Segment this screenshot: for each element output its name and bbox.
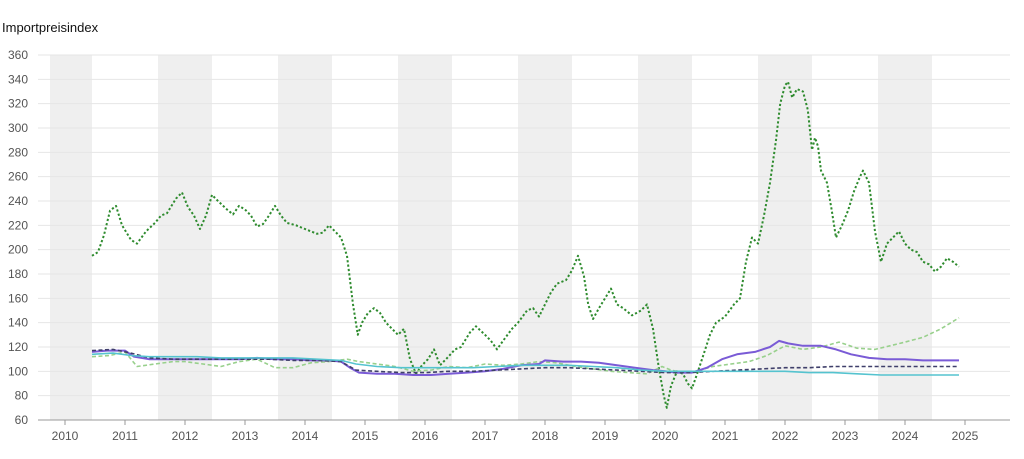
shaded-band xyxy=(50,55,92,420)
x-tick-label: 2025 xyxy=(952,429,979,443)
y-tick-label: 80 xyxy=(15,389,29,403)
shaded-band xyxy=(878,55,932,420)
shaded-band xyxy=(638,55,692,420)
shaded-band xyxy=(158,55,212,420)
x-tick-label: 2018 xyxy=(532,429,559,443)
y-tick-label: 340 xyxy=(8,72,28,86)
shaded-band xyxy=(398,55,452,420)
series-lines xyxy=(91,80,960,409)
y-tick-label: 120 xyxy=(8,340,28,354)
series-line-4 xyxy=(91,348,959,374)
y-tick-label: 140 xyxy=(8,316,28,330)
y-tick-label: 200 xyxy=(8,243,28,257)
y-tick-label: 100 xyxy=(8,364,28,378)
y-tick-label: 160 xyxy=(8,291,28,305)
x-tick-label: 2022 xyxy=(772,429,799,443)
series-line-1 xyxy=(91,80,960,409)
x-tick-label: 2011 xyxy=(112,429,138,443)
x-tick-label: 2023 xyxy=(832,429,859,443)
x-tick-label: 2010 xyxy=(52,429,79,443)
y-tick-label: 260 xyxy=(8,170,28,184)
series-line-5 xyxy=(91,352,959,376)
y-tick-label: 360 xyxy=(8,48,28,62)
series-line-3 xyxy=(91,339,959,376)
x-tick-label: 2020 xyxy=(652,429,679,443)
x-tick-label: 2013 xyxy=(232,429,259,443)
series-line-2 xyxy=(91,317,960,375)
y-axis-label: Importpreisindex xyxy=(2,20,99,35)
x-tick-label: 2021 xyxy=(712,429,739,443)
x-tick-label: 2019 xyxy=(592,429,619,443)
y-tick-label: 180 xyxy=(8,267,28,281)
x-tick-label: 2016 xyxy=(412,429,439,443)
y-tick-label: 280 xyxy=(8,145,28,159)
shaded-band xyxy=(758,55,812,420)
x-tick-label: 2014 xyxy=(292,429,319,443)
gridlines xyxy=(38,54,1010,425)
x-tick-label: 2024 xyxy=(892,429,919,443)
shaded-bands xyxy=(50,55,932,420)
x-tick-labels: 2010 2011 2012 2013 2014 2015 2016 2017 2018 2019… xyxy=(52,429,979,443)
shaded-band xyxy=(518,55,572,420)
x-tick-label: 2015 xyxy=(352,429,379,443)
y-tick-label: 320 xyxy=(8,97,28,111)
y-tick-labels: 60 80 100 120 140 160 180 200 220 240 260 280 300 320… xyxy=(8,48,28,427)
x-tick-label: 2012 xyxy=(172,429,199,443)
y-tick-label: 240 xyxy=(8,194,28,208)
y-tick-label: 220 xyxy=(8,218,28,232)
y-tick-label: 300 xyxy=(8,121,28,135)
x-tick-label: 2017 xyxy=(472,429,499,443)
y-tick-label: 60 xyxy=(15,413,29,427)
